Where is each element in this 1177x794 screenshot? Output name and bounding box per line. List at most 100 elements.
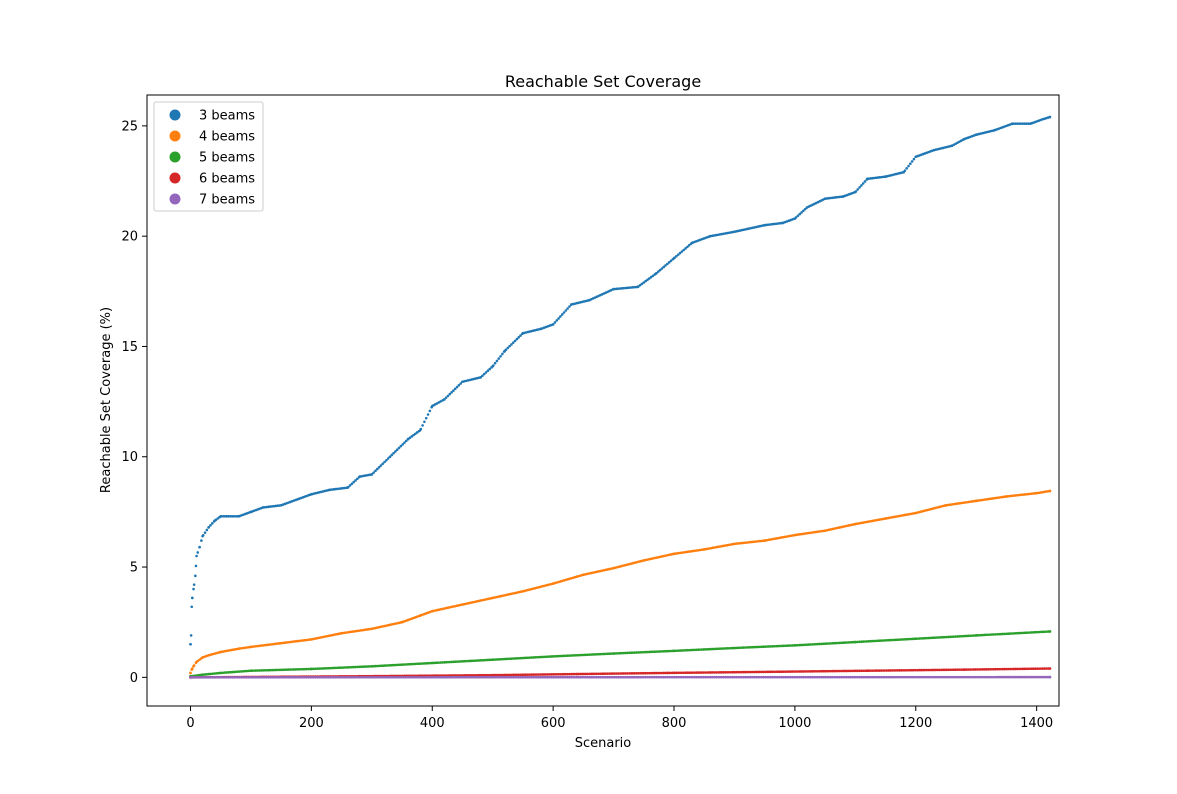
data-point [782,670,785,673]
data-point [693,671,696,674]
data-point [704,675,707,679]
data-point [954,675,957,679]
data-point [843,669,847,673]
data-point [798,675,802,679]
y-tick-label: 5 [130,561,138,576]
data-point [899,669,903,672]
data-point [892,669,896,672]
data-point [704,671,707,674]
legend-label: 6 beams [199,172,255,187]
data-point [189,676,192,679]
data-point [602,672,606,675]
data-point [939,675,943,679]
data-point [568,305,571,308]
data-point [453,674,457,677]
data-point [884,175,887,178]
data-point [751,670,754,674]
data-point [245,676,249,679]
data-point [947,668,950,672]
data-point [230,515,234,518]
data-point [557,317,560,320]
data-point [194,574,197,578]
data-point [787,644,791,647]
data-point [923,668,927,672]
data-point [1030,675,1034,679]
data-point [550,675,553,679]
data-point [711,671,714,674]
series-7-beams [189,675,1052,679]
legend: 3 beams 4 beams 5 beams 6 beams 7 beams [153,101,264,212]
data-point [945,675,948,679]
data-point [579,675,582,679]
series-3-beams [189,115,1052,646]
data-point [631,672,635,675]
data-point [627,672,631,675]
data-point [733,230,736,234]
data-point [1023,667,1026,671]
data-point [698,648,702,651]
data-point [305,675,308,679]
data-point [905,167,908,170]
data-point [956,675,959,679]
data-point [689,671,693,674]
data-point [259,676,263,679]
data-point [298,675,301,679]
data-point [491,596,495,600]
data-point [560,672,564,676]
data-point [896,675,899,679]
data-point [401,675,404,679]
data-point [521,673,524,677]
data-point [612,287,615,291]
data-point [430,675,433,679]
data-point [265,668,268,672]
data-point [394,675,397,679]
data-point [1006,667,1010,671]
data-point [979,668,983,671]
data-point [602,675,606,679]
data-point [762,675,765,679]
data-point [330,675,334,679]
data-point [823,197,827,200]
data-point [225,515,229,518]
data-point [751,645,754,649]
data-point [203,531,207,534]
data-point [754,675,758,679]
data-point [497,675,501,679]
data-point [944,503,948,507]
data-point [477,675,481,679]
data-point [533,673,537,676]
data-point [988,667,992,671]
data-point [287,675,290,679]
data-point [281,675,285,679]
data-point [965,675,968,679]
data-point [544,675,548,679]
data-point [783,675,787,679]
data-point [979,675,983,679]
data-point [823,669,827,673]
data-point [642,675,646,679]
data-point [629,651,633,655]
data-point [745,670,749,674]
data-point [191,596,194,600]
data-point [593,672,597,676]
data-point [495,673,499,677]
data-point [216,517,220,520]
data-point [195,660,198,664]
data-point [459,675,462,679]
data-point [854,522,857,526]
data-point [916,668,919,672]
x-tick-label: 0 [186,716,194,731]
data-point [201,534,204,538]
data-point [763,539,766,542]
data-point [285,675,288,679]
legend-marker [169,151,181,163]
data-point [327,675,330,679]
data-point [327,666,330,670]
data-point [658,268,662,272]
data-point [553,321,557,324]
data-point [263,676,267,679]
data-point [841,669,845,673]
data-point [207,526,210,529]
data-point [1012,675,1015,679]
data-point [1032,675,1035,679]
